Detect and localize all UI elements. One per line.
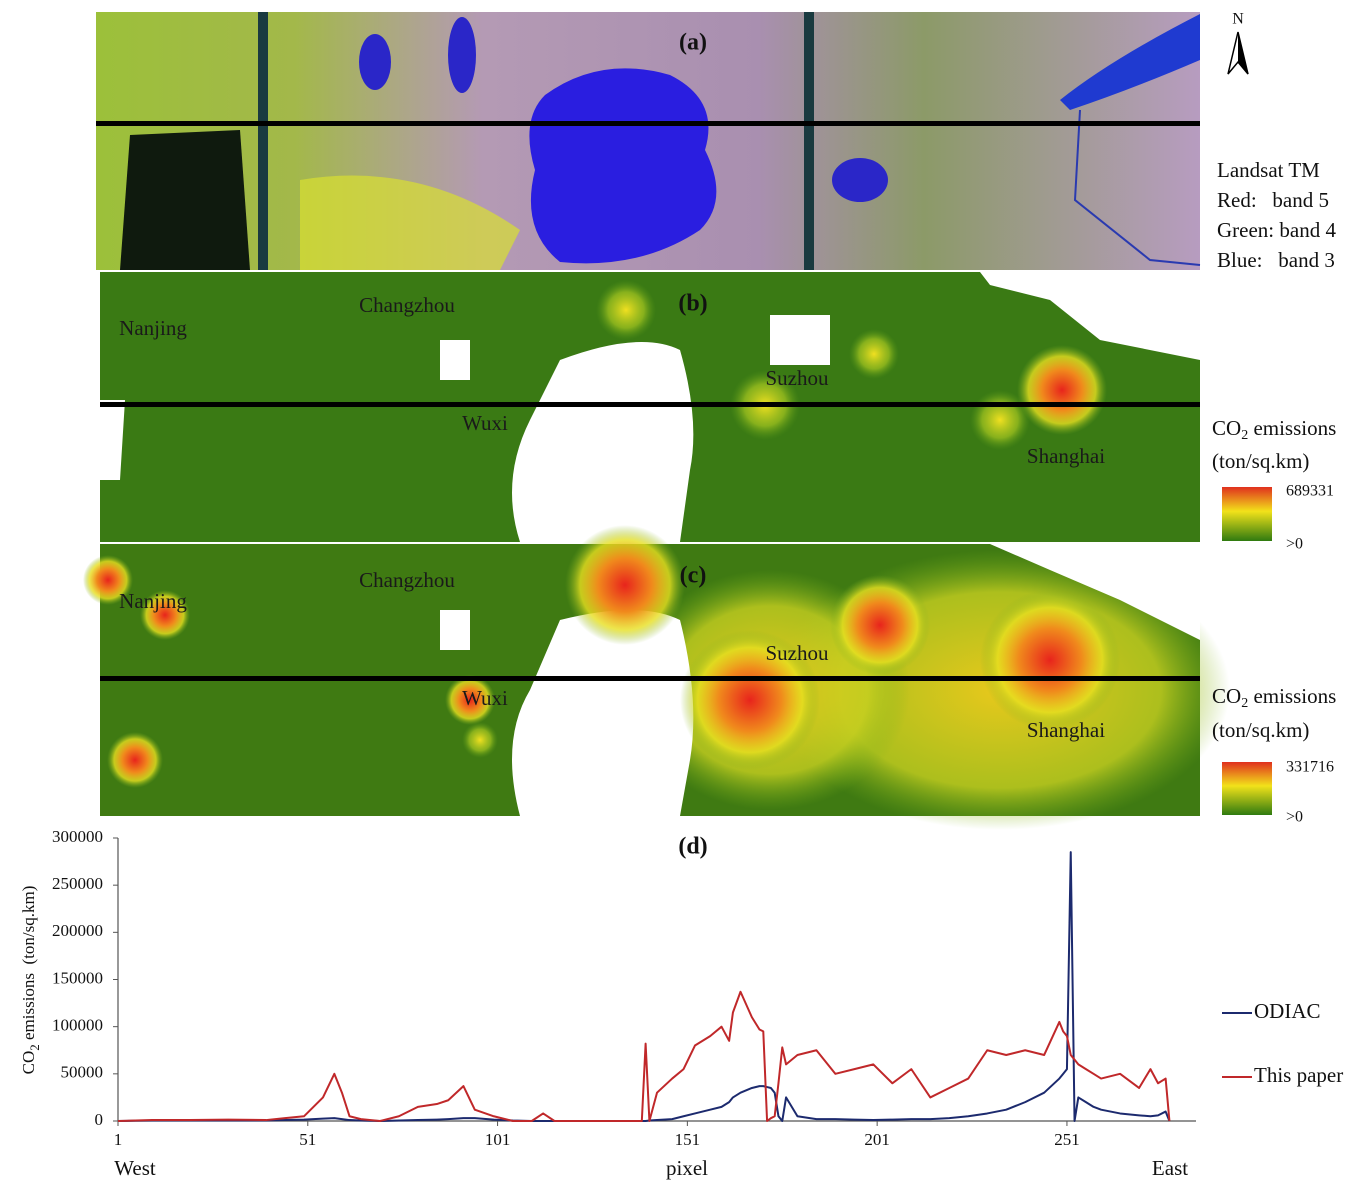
chart-title: (d) — [678, 834, 707, 860]
hotspot — [565, 525, 685, 645]
hotspot — [849, 329, 899, 379]
legend-text: Landsat TM — [1217, 158, 1320, 182]
y-axis-label: CO — [19, 1051, 38, 1075]
legend-label: This paper — [1254, 1063, 1343, 1087]
y-tick-label: 0 — [95, 1110, 104, 1129]
transect-line — [96, 121, 1200, 126]
figure: (a) N Landsat TM Red: band 5 Green: band… — [0, 0, 1365, 1184]
y-tick-label: 50000 — [61, 1063, 104, 1082]
no-data — [440, 340, 470, 380]
panel-a: (a) N Landsat TM Red: band 5 Green: band… — [96, 11, 1336, 272]
legend-text: Blue: band 3 — [1217, 248, 1335, 272]
y-tick-label: 200000 — [52, 921, 103, 940]
x-end-label: East — [1152, 1156, 1188, 1180]
y-axis-label: emissions (ton/sq.km) — [19, 886, 38, 1045]
lake — [359, 34, 391, 90]
legend-title: CO — [1212, 684, 1241, 708]
x-tick-label: 251 — [1054, 1130, 1080, 1149]
hotspot — [596, 280, 656, 340]
lake — [832, 158, 888, 202]
city-label: Nanjing — [119, 589, 187, 613]
city-label: Changzhou — [359, 568, 455, 592]
x-axis-label: pixel — [666, 1156, 708, 1180]
series-line — [118, 992, 1169, 1121]
hotspot — [970, 390, 1030, 450]
hotspot — [107, 732, 163, 788]
y-tick-label: 250000 — [52, 874, 103, 893]
city-label: Suzhou — [766, 641, 830, 665]
page: {"panel_a": {"label": "(a)", "north": "N… — [0, 0, 1365, 1184]
hotspot — [980, 590, 1120, 730]
colorbar-min: >0 — [1286, 809, 1303, 826]
city-label: Shanghai — [1027, 444, 1105, 468]
x-tick-label: 51 — [299, 1130, 316, 1149]
no-data — [770, 315, 830, 365]
legend-label: ODIAC — [1254, 999, 1321, 1023]
colorbar — [1222, 487, 1272, 541]
city-label: Shanghai — [1027, 718, 1105, 742]
y-tick-label: 300000 — [52, 827, 103, 846]
transect-line — [100, 676, 1200, 681]
y-tick-label: 100000 — [52, 1016, 103, 1035]
city-label: Suzhou — [766, 366, 830, 390]
legend-text: Red: band 5 — [1217, 188, 1329, 212]
city-label: Wuxi — [462, 411, 508, 435]
panel-c: (c) Nanjing Changzhou Wuxi Suzhou Shangh… — [83, 525, 1336, 830]
lake — [529, 68, 716, 263]
legend-title-sub: 2 — [1241, 696, 1248, 711]
city-label: Changzhou — [359, 293, 455, 317]
colorbar-max: 331716 — [1286, 759, 1334, 776]
strip — [258, 12, 268, 270]
colorbar-max: 689331 — [1286, 483, 1334, 500]
legend-units: (ton/sq.km) — [1212, 718, 1309, 742]
legend-text: Green: band 4 — [1217, 218, 1336, 242]
city-label: Nanjing — [119, 316, 187, 340]
y-axis-label: CO2 emissions (ton/sq.km) — [19, 886, 42, 1075]
legend-title: emissions — [1248, 416, 1336, 440]
hotspot — [462, 722, 498, 758]
lake — [448, 17, 476, 93]
line-chart: (d) CO2 emissions (ton/sq.km) West pixel… — [19, 827, 1343, 1180]
dark-area — [120, 130, 250, 270]
legend-title: CO2 emissions — [1212, 684, 1336, 711]
panel-label: (c) — [680, 563, 707, 589]
strip — [804, 12, 814, 270]
legend-units: (ton/sq.km) — [1212, 449, 1309, 473]
panel-label: (b) — [678, 291, 707, 317]
y-tick-label: 150000 — [52, 968, 103, 987]
x-tick-label: 101 — [485, 1130, 511, 1149]
colorbar-min: >0 — [1286, 536, 1303, 553]
city-label: Wuxi — [462, 686, 508, 710]
legend-title-sub: 2 — [1241, 428, 1248, 443]
legend-title: CO — [1212, 416, 1241, 440]
north-label: N — [1232, 11, 1244, 28]
no-data — [440, 610, 470, 650]
panel-b: (b) Nanjing Changzhou Wuxi Suzhou Shangh… — [100, 272, 1336, 553]
colorbar — [1222, 762, 1272, 815]
legend-title: CO2 emissions — [1212, 416, 1336, 443]
panel-label: (a) — [679, 30, 707, 56]
x-end-label: West — [114, 1156, 156, 1180]
hotspot — [830, 575, 930, 675]
transect-line — [100, 402, 1200, 407]
x-tick-label: 1 — [114, 1130, 123, 1149]
x-tick-label: 151 — [675, 1130, 701, 1149]
x-tick-label: 201 — [864, 1130, 890, 1149]
legend-title: emissions — [1248, 684, 1336, 708]
hotspot — [1017, 345, 1107, 435]
